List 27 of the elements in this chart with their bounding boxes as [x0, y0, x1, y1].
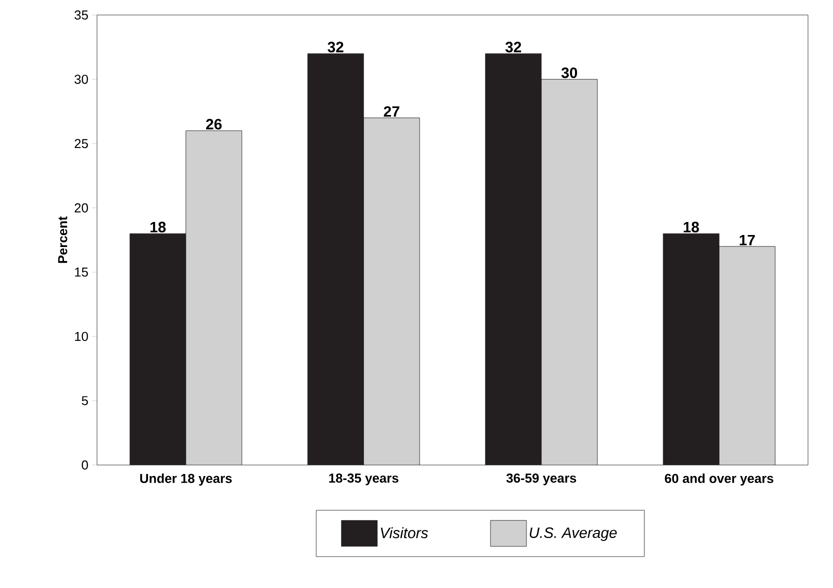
y-axis-title: Percent [58, 216, 68, 263]
data-label: 30 [561, 67, 578, 78]
x-tick-label: 18-35 years [329, 474, 398, 486]
data-label: 18 [150, 222, 166, 232]
data-label: 32 [505, 42, 522, 52]
data-label: 27 [384, 106, 400, 117]
data-label: 18 [684, 222, 699, 232]
y-tick-label: 20 [74, 203, 88, 212]
x-tick-label: Under 18 years [140, 474, 232, 486]
y-tick-label: 30 [74, 74, 88, 84]
bar [363, 118, 420, 465]
x-tick-label: 36-59 years [506, 474, 576, 486]
legend-label: U.S. Average [530, 527, 617, 541]
bar [186, 130, 242, 465]
y-tick-label: 25 [74, 138, 88, 148]
data-label: 17 [740, 234, 755, 246]
data-label: 26 [206, 118, 222, 130]
bar [718, 246, 776, 465]
legend-label: Visitors [380, 527, 428, 538]
data-label: 32 [328, 42, 344, 52]
x-tick-label: 60 and over years [664, 474, 774, 486]
y-tick-label: 10 [75, 332, 88, 342]
y-tick-label: 35 [74, 10, 88, 20]
bar [541, 79, 598, 465]
y-tick-label: 5 [82, 396, 88, 406]
y-tick-label: 15 [75, 268, 88, 277]
y-tick-label: 0 [82, 460, 88, 470]
